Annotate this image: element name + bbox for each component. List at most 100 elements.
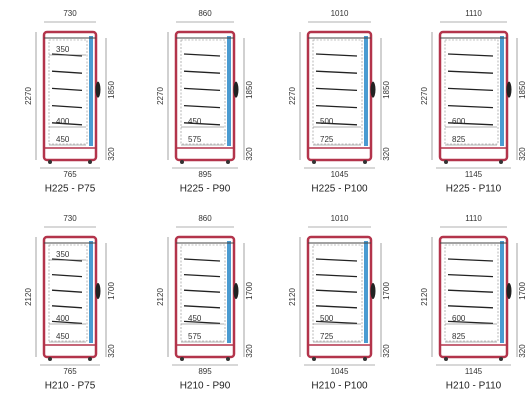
foot [48,160,52,164]
dimension-base: 320 [518,147,527,161]
cabinet-inner [48,39,88,145]
door-handle [233,81,239,98]
foot [48,357,52,361]
shelf [447,273,494,278]
foot [180,160,184,164]
shelf [315,53,358,57]
shelf [447,305,494,309]
dimension-base: 320 [382,344,391,358]
dimension-base: 320 [245,344,254,358]
dimension-top: 730 [63,214,77,223]
shelf-depth: 575 [188,332,202,341]
shelf-depth: 400 [56,117,70,126]
dimension-height: 2120 [420,288,429,306]
door-handle [233,283,239,299]
door-handle [370,283,376,299]
cabinet-inner [312,244,363,342]
dimension-bottom: 765 [63,170,77,179]
foot [363,357,367,361]
dimension-height: 2120 [156,288,165,306]
glass-door [500,36,504,146]
model-label: H210 - P100 [311,381,368,392]
shelf [183,104,221,109]
shelf-depth: 600 [452,117,466,126]
shelf-depth: 825 [452,135,466,144]
shelf-depth: 350 [56,45,70,54]
foot [444,357,448,361]
shelf [447,87,494,92]
dimension-inner-height: 1700 [245,282,254,300]
dimension-inner-height: 1850 [245,81,254,99]
door-handle [370,81,376,98]
dimension-base: 320 [245,147,254,161]
shelf-depth: 725 [320,332,334,341]
dimension-bottom: 1145 [465,367,483,376]
door-handle [95,81,101,98]
model-label: H225 - P110 [446,184,502,195]
dimension-inner-height: 1700 [518,282,527,300]
dimension-top: 1010 [331,9,349,18]
shelf-depth: 450 [56,332,70,341]
shelf [315,87,358,92]
model-label: H225 - P90 [180,184,231,195]
glass-door [227,241,231,343]
shelf-depth: 825 [452,332,466,341]
foot [363,160,367,164]
glass-door [364,36,368,146]
dimension-base: 320 [107,344,116,358]
shelf-depth: 575 [188,135,202,144]
model-label: H210 - P110 [446,381,502,392]
shelf [447,70,494,74]
cabinet-outline [42,235,98,359]
shelf-depth: 600 [452,314,466,323]
cabinet-outline [42,30,98,162]
dimension-top: 860 [198,9,212,18]
model-label: H225 - P100 [311,184,368,195]
shelf [51,273,83,278]
cabinet-inner [444,39,499,145]
model-label: H210 - P90 [180,381,231,392]
shelf-depth: 500 [320,314,334,323]
dimension-bottom: 1045 [331,367,349,376]
shelf [51,305,83,309]
shelf [315,122,358,126]
dimension-inner-height: 1850 [518,81,527,99]
cabinet-outline [306,235,373,359]
shelf-depth: 350 [56,250,70,259]
shelf [51,70,83,74]
dimension-height: 2270 [156,87,165,105]
shelf-depth: 500 [320,117,334,126]
foot [180,357,184,361]
glass-door [89,241,93,343]
dimension-inner-height: 1700 [107,282,116,300]
cabinet-outline [306,30,373,162]
shelf [51,289,83,293]
shelf [315,305,358,309]
foot [312,357,316,361]
dimension-inner-height: 1700 [382,282,391,300]
foot [499,357,503,361]
cabinet-inner [48,244,88,342]
shelf [183,305,221,309]
shelf [315,320,358,325]
dimension-top: 1110 [465,9,482,18]
dimension-base: 320 [107,147,116,161]
shelf [183,53,221,57]
dimension-base: 320 [518,344,527,358]
cabinet-inner [444,244,499,342]
cabinet-inner [312,39,363,145]
dimension-height: 2270 [24,87,33,105]
shelf [183,258,221,262]
foot [226,357,230,361]
dimension-top: 1110 [465,214,482,223]
shelf [183,289,221,293]
shelf [51,104,83,109]
model-label: H210 - P75 [45,381,96,392]
door-handle [506,81,512,98]
shelf [447,53,494,57]
dimension-bottom: 1045 [331,170,349,179]
dimension-height: 2270 [420,87,429,105]
cabinet-outline [174,235,236,359]
shelf [447,104,494,109]
shelf [315,70,358,74]
